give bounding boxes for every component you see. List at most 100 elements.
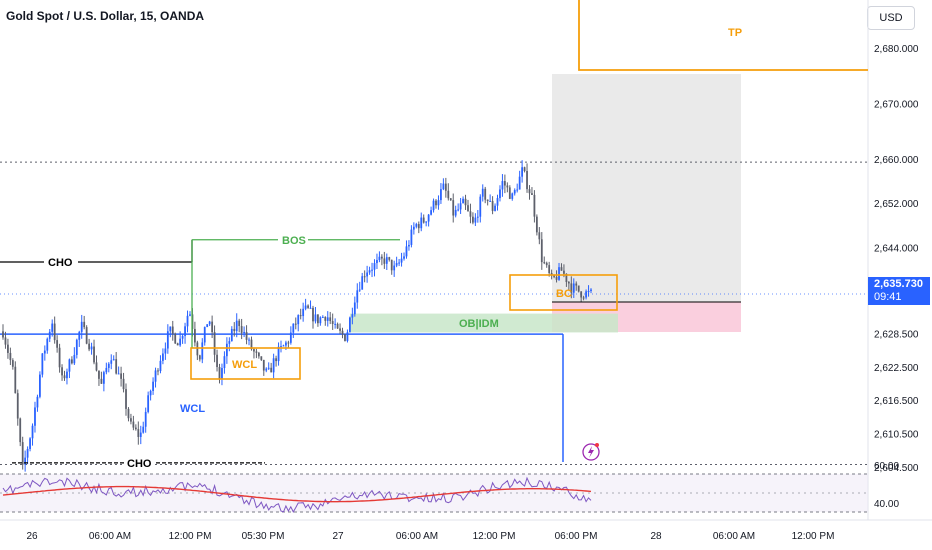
candle-body: [410, 229, 413, 245]
candle-body: [110, 360, 113, 364]
candle-body: [66, 371, 68, 379]
candle-body: [285, 342, 287, 346]
candle-body: [53, 323, 56, 341]
candle-body: [245, 331, 248, 340]
candle-body: [248, 339, 250, 341]
candle-body: [533, 194, 536, 217]
candle-body: [412, 226, 415, 230]
candle-body: [314, 314, 317, 322]
tp-label: TP: [728, 27, 742, 39]
candle-body: [341, 330, 344, 335]
candle-body: [400, 258, 403, 263]
candle-body: [21, 442, 24, 465]
candle-body: [538, 232, 541, 240]
candle-body: [430, 210, 432, 215]
time-tick-label: 05:30 PM: [242, 531, 285, 542]
candle-body: [373, 263, 376, 270]
candle-body: [535, 216, 538, 233]
candle-body: [499, 189, 501, 199]
price-tick-label: 2,604.500: [874, 463, 919, 474]
candle-body: [235, 320, 238, 332]
alert-dot: [595, 443, 599, 447]
candle-body: [511, 193, 514, 199]
candle-body: [427, 214, 430, 222]
candle-body: [368, 270, 371, 273]
candle-body: [233, 328, 236, 332]
candle-body: [34, 407, 36, 426]
time-tick-label: 28: [650, 531, 662, 542]
candle-body: [459, 203, 462, 210]
candle-body: [206, 324, 209, 328]
candle-body: [408, 244, 410, 247]
candle-body: [457, 209, 460, 211]
candle-body: [353, 302, 356, 315]
tp-bracket: [578, 0, 868, 71]
candle-body: [563, 270, 565, 274]
candle-body: [464, 198, 467, 206]
rsi-tick-60: 60.00: [874, 461, 899, 472]
candle-body: [16, 393, 19, 419]
candle-body: [358, 289, 361, 291]
candle-body: [294, 323, 297, 325]
time-tick-label: 12:00 PM: [169, 531, 212, 542]
candle-body: [117, 373, 120, 375]
candle-body: [292, 323, 295, 333]
candle-body: [550, 273, 553, 276]
candle-body: [238, 320, 241, 327]
candle-body: [479, 196, 482, 217]
time-tick-label: 12:00 PM: [473, 531, 516, 542]
candle-body: [385, 257, 388, 264]
candle-body: [181, 336, 184, 339]
candle-body: [147, 395, 150, 412]
cho-bottom-label-bg: [124, 455, 154, 470]
candle-body: [14, 366, 17, 394]
candle-body: [572, 283, 575, 293]
candle-body: [390, 259, 393, 271]
candle-body: [474, 217, 477, 223]
candle-body: [555, 276, 558, 280]
candle-body: [166, 331, 169, 349]
candle-body: [250, 339, 253, 350]
candle-body: [447, 190, 450, 199]
candle-body: [98, 370, 100, 379]
candle-body: [440, 189, 442, 201]
candle-body: [467, 205, 469, 212]
candle-body: [329, 317, 332, 322]
candle-body: [223, 356, 226, 369]
candle-body: [257, 352, 260, 357]
candle-body: [558, 267, 560, 280]
time-tick-label: 06:00 PM: [555, 531, 598, 542]
candle-body: [528, 189, 531, 194]
candle-body: [580, 291, 583, 298]
candle-body: [203, 327, 206, 343]
bc-label: BC: [556, 288, 572, 300]
last-price-value: 2,635.730: [874, 278, 923, 290]
wcl-box: [190, 347, 301, 380]
candle-body: [403, 256, 405, 259]
candle-body: [449, 198, 452, 201]
ob-idm-label: OB|IDM: [459, 318, 499, 330]
candle-body: [309, 307, 312, 309]
candle-body: [152, 381, 154, 391]
candle-body: [531, 193, 533, 195]
time-tick-label: 12:00 PM: [792, 531, 835, 542]
candle-body: [255, 351, 258, 353]
candle-body: [326, 317, 329, 321]
currency-selector[interactable]: USD: [867, 6, 915, 30]
lightning-alert-icon: [582, 443, 600, 461]
candle-body: [348, 317, 351, 333]
candle-body: [356, 290, 359, 303]
candle-body: [221, 368, 223, 380]
bc-box: [509, 274, 618, 311]
candle-body: [162, 353, 164, 361]
candle-body: [331, 321, 334, 324]
candle-body: [548, 265, 551, 274]
candle-body: [523, 167, 526, 172]
candle-body: [260, 356, 263, 360]
candle-body: [63, 375, 66, 379]
candle-body: [395, 263, 398, 266]
candle-body: [422, 217, 425, 223]
candle-body: [282, 345, 285, 347]
candle-body: [216, 354, 218, 368]
